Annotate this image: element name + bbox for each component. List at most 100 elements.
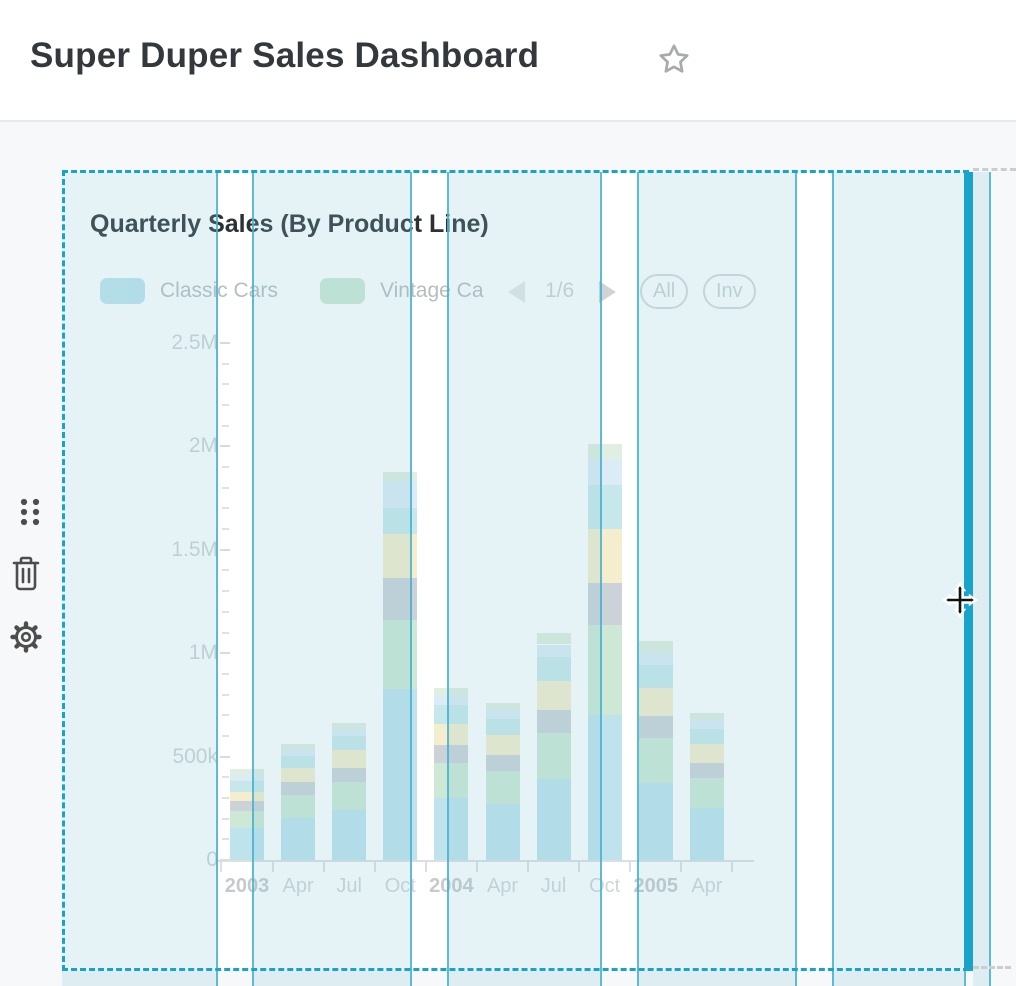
bar-segment bbox=[434, 762, 469, 798]
y-axis-label: 1M bbox=[188, 641, 218, 665]
bar-segment bbox=[230, 811, 264, 828]
bar-segment bbox=[332, 782, 367, 811]
page-header: Super Duper Sales Dashboard bbox=[0, 0, 1016, 120]
bar-segment bbox=[485, 718, 520, 736]
bar-segment bbox=[230, 791, 264, 802]
bar-segment bbox=[536, 779, 571, 860]
y-axis-label: 1.5M bbox=[171, 537, 218, 561]
legend-label-vintage-cars[interactable]: Vintage Ca bbox=[380, 279, 484, 302]
legend-next-page-icon[interactable] bbox=[599, 281, 616, 303]
bar-segment bbox=[332, 750, 367, 768]
x-axis-label: Jul bbox=[540, 875, 567, 897]
favorite-star-icon[interactable] bbox=[656, 41, 692, 77]
bar-segment bbox=[587, 459, 622, 485]
bar-segment bbox=[434, 745, 469, 763]
grid-column bbox=[832, 172, 966, 986]
bar-segment bbox=[689, 762, 724, 778]
bar-segment bbox=[536, 732, 571, 780]
grid-column bbox=[62, 172, 218, 986]
y-axis-label: 2M bbox=[188, 434, 218, 458]
bar-segment bbox=[332, 729, 367, 737]
y-axis-label: 500k bbox=[172, 744, 218, 768]
grid-column bbox=[637, 172, 797, 986]
trash-icon[interactable] bbox=[11, 555, 41, 592]
bar-segment bbox=[536, 656, 571, 681]
legend-page-indicator: 1/6 bbox=[545, 279, 575, 302]
bar-segment bbox=[281, 817, 316, 860]
bar-segment bbox=[281, 755, 316, 768]
y-axis-minor-tick bbox=[222, 507, 229, 510]
y-axis-label: 2.5M bbox=[171, 331, 218, 354]
bar-segment bbox=[587, 625, 622, 716]
bar-segment bbox=[689, 808, 724, 860]
bar-segment bbox=[230, 801, 264, 812]
bar-segment bbox=[485, 710, 520, 719]
legend-swatch-vintage-cars[interactable] bbox=[320, 278, 365, 304]
card-resize-edge[interactable] bbox=[964, 172, 973, 971]
x-axis-label: Jul bbox=[336, 875, 362, 897]
bar-segment bbox=[689, 777, 724, 809]
y-gridline bbox=[228, 548, 752, 551]
x-axis-label: Oct bbox=[589, 875, 621, 897]
bar-segment bbox=[638, 687, 673, 716]
chart-card[interactable]: Quarterly Sales (By Product Line) Classi… bbox=[62, 172, 968, 971]
y-axis-major-tick bbox=[220, 652, 230, 655]
legend-swatch-classic-cars[interactable] bbox=[100, 278, 145, 304]
bar-segment bbox=[536, 680, 571, 710]
bar-segment bbox=[638, 652, 673, 665]
y-axis-minor-tick bbox=[222, 631, 229, 634]
x-axis-tick bbox=[578, 862, 581, 872]
y-axis-major-tick bbox=[220, 755, 230, 758]
x-axis-label: Apr bbox=[486, 875, 519, 897]
bar-segment bbox=[434, 696, 469, 706]
move-cursor-icon bbox=[941, 581, 979, 619]
y-axis-minor-tick bbox=[222, 362, 229, 365]
grid-column bbox=[252, 172, 412, 986]
chart-legend: Classic Cars Vintage Ca 1/6 All Inv bbox=[62, 272, 782, 312]
y-axis-minor-tick bbox=[222, 610, 229, 613]
bar-segment bbox=[230, 781, 264, 792]
x-axis-tick bbox=[271, 862, 274, 872]
bar-segment bbox=[230, 769, 264, 776]
bar-segment bbox=[587, 582, 622, 626]
bar-segment bbox=[332, 810, 367, 860]
gear-icon[interactable] bbox=[8, 618, 44, 656]
bar-segment bbox=[689, 744, 724, 763]
header-divider bbox=[0, 120, 1016, 122]
x-axis-label: Oct bbox=[384, 875, 416, 897]
bar-segment bbox=[281, 767, 316, 783]
legend-select-inverse-button[interactable]: Inv bbox=[703, 274, 756, 309]
bar-segment bbox=[230, 775, 264, 782]
x-axis-tick bbox=[475, 862, 478, 872]
y-axis-minor-tick bbox=[222, 404, 229, 407]
y-axis-minor-tick bbox=[222, 486, 229, 489]
x-axis-label: 2004 bbox=[429, 875, 474, 897]
x-axis-line bbox=[218, 860, 754, 862]
y-gridline bbox=[228, 652, 752, 655]
drag-handle-icon[interactable] bbox=[17, 497, 43, 527]
legend-select-all-button[interactable]: All bbox=[640, 274, 689, 309]
x-axis-tick bbox=[220, 862, 223, 872]
y-axis-label: 0 bbox=[206, 848, 218, 871]
bar-segment bbox=[536, 633, 571, 645]
bar-segment bbox=[638, 664, 673, 688]
y-axis-minor-tick bbox=[222, 714, 229, 717]
y-axis-minor-tick bbox=[222, 796, 229, 799]
y-axis-minor-tick bbox=[222, 424, 229, 427]
legend-prev-page-icon[interactable] bbox=[508, 281, 525, 303]
y-axis-minor-tick bbox=[222, 569, 229, 572]
bar-segment bbox=[332, 736, 367, 751]
x-axis-tick bbox=[322, 862, 325, 872]
bar-segment bbox=[485, 771, 520, 805]
bar-segment bbox=[281, 782, 316, 795]
bar-segment bbox=[434, 705, 469, 724]
bar-segment bbox=[587, 444, 622, 460]
legend-label-classic-cars[interactable]: Classic Cars bbox=[160, 279, 278, 302]
y-gridline bbox=[228, 342, 752, 344]
x-axis-tick bbox=[731, 862, 734, 872]
bar-segment bbox=[383, 472, 418, 481]
x-axis-tick bbox=[629, 862, 632, 872]
bar-segment bbox=[638, 783, 673, 860]
bar-segment bbox=[587, 529, 622, 583]
